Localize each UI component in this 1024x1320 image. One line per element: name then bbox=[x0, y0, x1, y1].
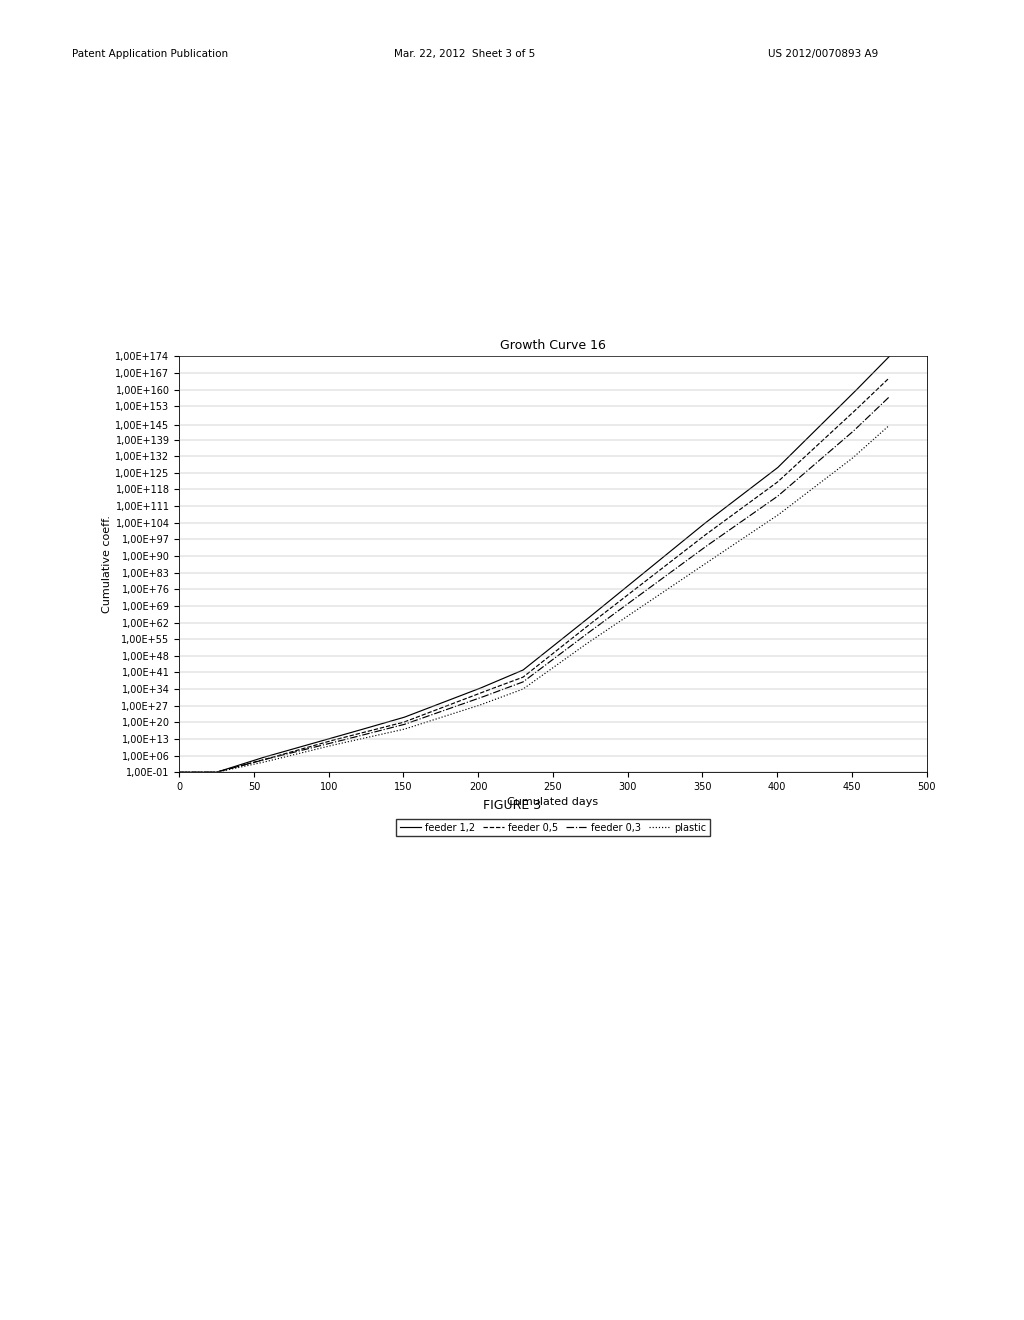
plastic bbox=[518, 680, 530, 696]
Line: feeder 1,2: feeder 1,2 bbox=[179, 356, 889, 772]
feeder 1,2 bbox=[518, 661, 530, 677]
feeder 0,5 bbox=[173, 764, 185, 780]
feeder 0,3 bbox=[732, 516, 744, 532]
Legend: feeder 1,2, feeder 0,5, feeder 0,3, plastic: feeder 1,2, feeder 0,5, feeder 0,3, plas… bbox=[395, 818, 711, 837]
plastic bbox=[209, 764, 221, 780]
Text: FIGURE 3: FIGURE 3 bbox=[483, 799, 541, 812]
feeder 1,2 bbox=[862, 370, 874, 385]
feeder 0,5 bbox=[862, 389, 874, 405]
Line: feeder 0,5: feeder 0,5 bbox=[179, 378, 889, 772]
Y-axis label: Cumulative coeff.: Cumulative coeff. bbox=[102, 515, 113, 614]
feeder 0,3 bbox=[883, 389, 895, 405]
feeder 0,3 bbox=[518, 673, 530, 689]
feeder 0,5 bbox=[883, 370, 895, 385]
feeder 0,3 bbox=[500, 680, 512, 696]
feeder 1,2 bbox=[883, 348, 895, 364]
plastic bbox=[173, 764, 185, 780]
feeder 1,2 bbox=[732, 490, 744, 506]
Text: US 2012/0070893 A9: US 2012/0070893 A9 bbox=[768, 49, 879, 59]
plastic bbox=[732, 533, 744, 549]
feeder 0,5 bbox=[862, 389, 874, 405]
Text: Mar. 22, 2012  Sheet 3 of 5: Mar. 22, 2012 Sheet 3 of 5 bbox=[394, 49, 536, 59]
feeder 0,5 bbox=[209, 764, 221, 780]
Line: plastic: plastic bbox=[179, 425, 889, 772]
feeder 0,3 bbox=[209, 764, 221, 780]
feeder 1,2 bbox=[862, 370, 874, 385]
feeder 1,2 bbox=[500, 669, 512, 685]
feeder 0,3 bbox=[862, 409, 874, 425]
plastic bbox=[862, 436, 874, 451]
feeder 0,3 bbox=[173, 764, 185, 780]
feeder 0,5 bbox=[500, 676, 512, 692]
feeder 1,2 bbox=[209, 764, 221, 780]
plastic bbox=[500, 688, 512, 704]
feeder 0,5 bbox=[518, 668, 530, 684]
Title: Growth Curve 16: Growth Curve 16 bbox=[500, 339, 606, 352]
Text: Patent Application Publication: Patent Application Publication bbox=[72, 49, 227, 59]
feeder 1,2 bbox=[173, 764, 185, 780]
X-axis label: Cumulated days: Cumulated days bbox=[508, 797, 598, 808]
Line: feeder 0,3: feeder 0,3 bbox=[179, 397, 889, 772]
feeder 0,3 bbox=[862, 408, 874, 424]
plastic bbox=[862, 436, 874, 451]
plastic bbox=[883, 417, 895, 433]
feeder 0,5 bbox=[732, 503, 744, 519]
